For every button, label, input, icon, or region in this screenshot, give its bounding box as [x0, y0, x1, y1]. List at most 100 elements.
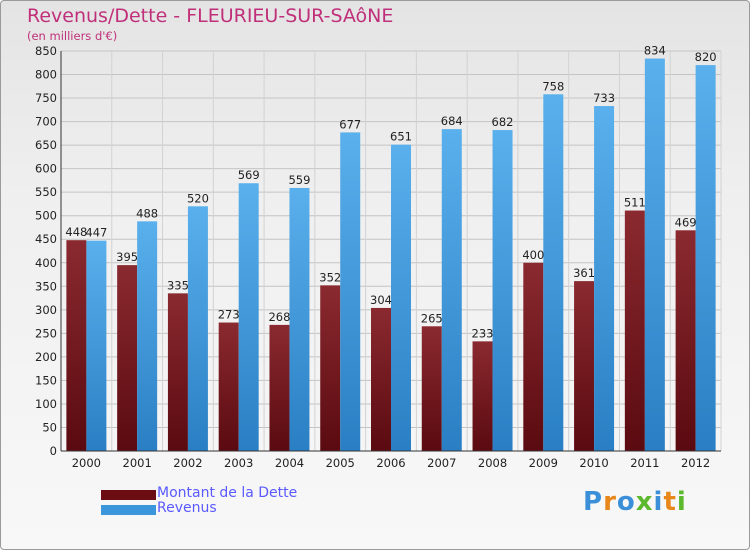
data-label-dette: 304 [370, 293, 392, 307]
y-tick-label: 250 [35, 326, 57, 340]
x-tick-label: 2012 [681, 456, 710, 470]
bar-revenus [238, 183, 259, 451]
y-tick-label: 700 [35, 115, 57, 129]
bar-revenus [86, 240, 107, 451]
bars-layer [66, 58, 716, 452]
bar-revenus [391, 144, 411, 451]
data-label-revenus: 682 [492, 115, 514, 129]
data-label-dette: 265 [421, 311, 443, 325]
data-label-dette: 273 [218, 308, 240, 322]
bar-revenus [695, 65, 716, 451]
x-tick-label: 2003 [224, 456, 253, 470]
data-label-revenus: 520 [187, 191, 209, 205]
bar-revenus [543, 94, 564, 451]
data-label-dette: 400 [522, 248, 544, 262]
bar-dette [472, 341, 493, 451]
logo-letter: P [583, 487, 604, 517]
y-tick-label: 550 [35, 185, 57, 199]
logo-letter: t [663, 487, 677, 517]
bar-dette [371, 307, 391, 451]
data-label-dette: 233 [472, 326, 494, 340]
data-label-dette: 352 [319, 270, 341, 284]
y-tick-label: 300 [35, 303, 57, 317]
x-tick-label: 2010 [579, 456, 608, 470]
x-tick-label: 2002 [173, 456, 202, 470]
chart-subtitle: (en milliers d'€) [27, 29, 118, 43]
data-label-revenus: 559 [288, 173, 310, 187]
data-label-revenus: 651 [390, 130, 412, 144]
data-label-dette: 335 [167, 278, 189, 292]
bar-dette [269, 324, 290, 451]
y-tick-label: 150 [35, 373, 57, 387]
x-tick-label: 2008 [478, 456, 507, 470]
data-label-dette: 511 [624, 196, 646, 210]
bar-dette [421, 326, 442, 451]
proxiti-logo: Proxiti [583, 487, 687, 517]
bar-dette [218, 322, 239, 451]
data-label-revenus: 488 [136, 206, 158, 220]
bar-dette [574, 281, 595, 451]
logo-letter: i [653, 487, 664, 517]
bar-dette [675, 230, 696, 451]
x-tick-label: 2011 [630, 456, 659, 470]
bar-revenus [644, 58, 665, 451]
bar-revenus [340, 132, 361, 452]
x-tick-label: 2004 [275, 456, 304, 470]
bar-dette [117, 265, 138, 451]
y-tick-label: 0 [50, 444, 57, 458]
chart-title: Revenus/Dette - FLEURIEU-SUR-SAôNE [27, 5, 394, 27]
logo-letter: o [616, 487, 636, 517]
data-label-revenus: 677 [339, 117, 361, 131]
legend-swatch-debt [101, 490, 156, 500]
y-tick-label: 200 [35, 350, 57, 364]
bar-dette [523, 262, 544, 451]
data-label-revenus: 834 [644, 44, 666, 58]
bar-dette [320, 285, 341, 451]
data-label-revenus: 758 [542, 79, 564, 93]
y-tick-label: 350 [35, 279, 57, 293]
bar-revenus [492, 130, 513, 451]
legend-label-debt: Montant de la Dette [157, 485, 298, 501]
data-label-revenus: 684 [441, 114, 463, 128]
y-tick-label: 850 [35, 44, 57, 58]
bar-revenus [441, 129, 462, 451]
axes-layer: 0 50 100 150 200 250 300 350 400 450 500 550 600 650 7… [35, 44, 721, 470]
x-tick-label: 2000 [72, 456, 101, 470]
y-tick-label: 400 [35, 256, 57, 270]
data-label-dette: 268 [268, 310, 290, 324]
y-tick-label: 750 [35, 91, 57, 105]
x-tick-label: 2006 [376, 456, 405, 470]
x-tick-label: 2007 [427, 456, 456, 470]
legend-label-revenus: Revenus [157, 500, 217, 516]
logo-letter: x [635, 487, 654, 517]
y-tick-label: 450 [35, 232, 57, 246]
x-tick-label: 2001 [123, 456, 152, 470]
legend-swatch-revenus [101, 505, 156, 515]
bar-revenus [137, 221, 158, 451]
data-label-dette: 395 [116, 250, 138, 264]
data-label-revenus: 733 [593, 91, 615, 105]
data-label-revenus: 447 [85, 226, 107, 240]
y-tick-label: 500 [35, 209, 57, 223]
data-label-revenus: 820 [695, 50, 717, 64]
x-tick-label: 2009 [529, 456, 558, 470]
bar-revenus [594, 106, 615, 451]
data-label-revenus: 569 [238, 168, 260, 182]
bar-revenus [289, 187, 310, 452]
bar-dette [167, 293, 188, 451]
y-tick-label: 650 [35, 138, 57, 152]
data-label-dette: 448 [65, 225, 87, 239]
y-tick-label: 800 [35, 68, 57, 82]
data-label-dette: 361 [573, 266, 595, 280]
logo-letter: i [676, 487, 687, 517]
bar-dette [624, 210, 645, 451]
bar-dette [66, 240, 87, 451]
y-tick-label: 50 [42, 420, 57, 434]
bar-revenus [187, 206, 208, 451]
y-tick-label: 100 [35, 397, 57, 411]
y-tick-label: 600 [35, 162, 57, 176]
data-label-dette: 469 [675, 215, 697, 229]
